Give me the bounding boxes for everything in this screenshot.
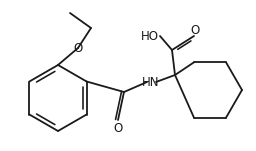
Text: HO: HO	[141, 29, 159, 42]
Text: O: O	[73, 42, 83, 55]
Text: HN: HN	[142, 76, 160, 88]
Text: O: O	[113, 122, 123, 135]
Text: O: O	[190, 24, 200, 37]
